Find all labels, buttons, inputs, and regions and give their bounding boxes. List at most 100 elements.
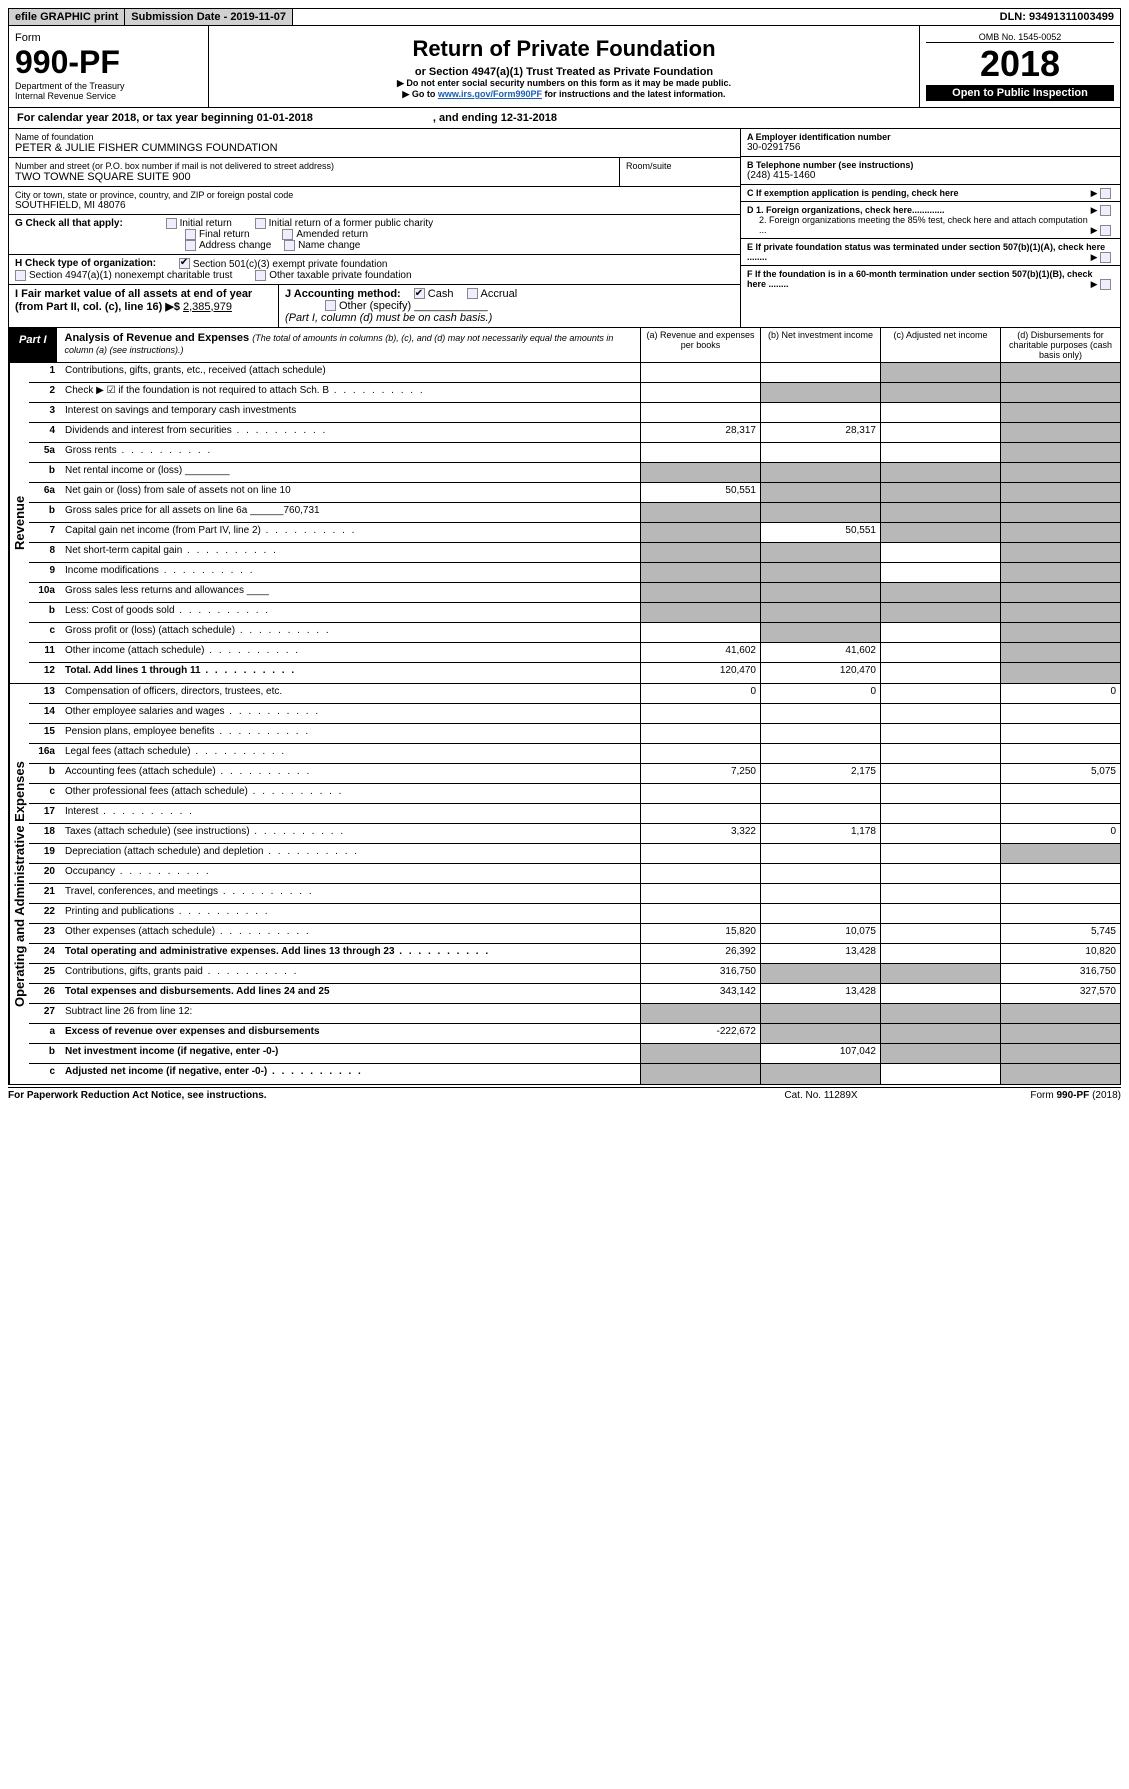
- line-desc: Net short-term capital gain: [61, 543, 640, 562]
- amt-c: [880, 704, 1000, 723]
- cb-name[interactable]: [284, 240, 295, 251]
- line-desc: Taxes (attach schedule) (see instruction…: [61, 824, 640, 843]
- amt-b: [760, 704, 880, 723]
- line-desc: Gross rents: [61, 443, 640, 462]
- line-b: bNet investment income (if negative, ent…: [29, 1044, 1120, 1064]
- line-desc: Interest on savings and temporary cash i…: [61, 403, 640, 422]
- amt-b: [760, 383, 880, 402]
- revenue-grid: Revenue 1Contributions, gifts, grants, e…: [8, 363, 1121, 684]
- cb-other-method[interactable]: [325, 300, 336, 311]
- line-18: 18Taxes (attach schedule) (see instructi…: [29, 824, 1120, 844]
- amt-c: [880, 864, 1000, 883]
- revenue-side-label: Revenue: [9, 363, 29, 683]
- amt-b: [760, 724, 880, 743]
- cb-d1[interactable]: [1100, 205, 1111, 216]
- calendar-year-row: For calendar year 2018, or tax year begi…: [8, 108, 1121, 129]
- amt-b: [760, 1064, 880, 1084]
- amt-b: [760, 964, 880, 983]
- line-desc: Total. Add lines 1 through 11: [61, 663, 640, 683]
- amt-b: [760, 844, 880, 863]
- part1-tag: Part I: [9, 328, 57, 362]
- line-number: 27: [29, 1004, 61, 1023]
- line-10a: 10aGross sales less returns and allowanc…: [29, 583, 1120, 603]
- amt-d: [1000, 1004, 1120, 1023]
- j-label: J Accounting method:: [285, 288, 401, 300]
- amt-d: [1000, 884, 1120, 903]
- amt-d: 10,820: [1000, 944, 1120, 963]
- line-a: aExcess of revenue over expenses and dis…: [29, 1024, 1120, 1044]
- amt-c: [880, 844, 1000, 863]
- line-number: c: [29, 784, 61, 803]
- amt-c: [880, 523, 1000, 542]
- addr-label: Number and street (or P.O. box number if…: [15, 161, 613, 171]
- cb-other-taxable[interactable]: [255, 270, 266, 281]
- amt-d: [1000, 503, 1120, 522]
- cb-address[interactable]: [185, 240, 196, 251]
- line-6a: 6aNet gain or (loss) from sale of assets…: [29, 483, 1120, 503]
- cb-501c3[interactable]: [179, 258, 190, 269]
- efile-button[interactable]: efile GRAPHIC print: [9, 9, 125, 25]
- cb-accrual[interactable]: [467, 288, 478, 299]
- amt-c: [880, 904, 1000, 923]
- city-label: City or town, state or province, country…: [15, 190, 734, 200]
- omb: OMB No. 1545-0052: [926, 32, 1114, 43]
- tax-year: 2018: [926, 43, 1114, 85]
- amt-a: [640, 443, 760, 462]
- amt-d: 0: [1000, 824, 1120, 843]
- line-number: 7: [29, 523, 61, 542]
- line-desc: Adjusted net income (if negative, enter …: [61, 1064, 640, 1084]
- amt-d: [1000, 523, 1120, 542]
- line-desc: Travel, conferences, and meetings: [61, 884, 640, 903]
- amt-d: 316,750: [1000, 964, 1120, 983]
- amt-a: [640, 724, 760, 743]
- cb-amended[interactable]: [282, 229, 293, 240]
- amt-a: 3,322: [640, 824, 760, 843]
- amt-c: [880, 663, 1000, 683]
- line-desc: Capital gain net income (from Part IV, l…: [61, 523, 640, 542]
- line-22: 22Printing and publications: [29, 904, 1120, 924]
- amt-a: 26,392: [640, 944, 760, 963]
- line-desc: Subtract line 26 from line 12:: [61, 1004, 640, 1023]
- cb-initial[interactable]: [166, 218, 177, 229]
- amt-d: [1000, 463, 1120, 482]
- cb-e[interactable]: [1100, 252, 1111, 263]
- cb-4947[interactable]: [15, 270, 26, 281]
- line-desc: Other employee salaries and wages: [61, 704, 640, 723]
- amt-a: [640, 864, 760, 883]
- amt-c: [880, 804, 1000, 823]
- amt-a: [640, 884, 760, 903]
- line-number: 13: [29, 684, 61, 703]
- amt-c: [880, 724, 1000, 743]
- amt-a: [640, 363, 760, 382]
- line-number: b: [29, 463, 61, 482]
- cb-final[interactable]: [185, 229, 196, 240]
- col-b-hdr: (b) Net investment income: [760, 328, 880, 362]
- amt-d: [1000, 1044, 1120, 1063]
- line-5a: 5aGross rents: [29, 443, 1120, 463]
- line-desc: Check ▶ ☑ if the foundation is not requi…: [61, 383, 640, 402]
- amt-b: 13,428: [760, 944, 880, 963]
- cb-initial-former[interactable]: [255, 218, 266, 229]
- amt-a: [640, 904, 760, 923]
- amt-c: [880, 463, 1000, 482]
- amt-b: [760, 864, 880, 883]
- amt-b: 107,042: [760, 1044, 880, 1063]
- cb-d2[interactable]: [1100, 225, 1111, 236]
- line-b: bGross sales price for all assets on lin…: [29, 503, 1120, 523]
- amt-b: 13,428: [760, 984, 880, 1003]
- cb-c[interactable]: [1100, 188, 1111, 199]
- name-label: Name of foundation: [15, 132, 734, 142]
- irs-link[interactable]: www.irs.gov/Form990PF: [438, 89, 542, 99]
- line-17: 17Interest: [29, 804, 1120, 824]
- inspection-band: Open to Public Inspection: [926, 85, 1114, 101]
- cb-cash[interactable]: [414, 288, 425, 299]
- amt-d: [1000, 443, 1120, 462]
- cb-f[interactable]: [1100, 279, 1111, 290]
- amt-c: [880, 403, 1000, 422]
- phone-label: B Telephone number (see instructions): [747, 160, 1114, 170]
- line-number: 14: [29, 704, 61, 723]
- amt-a: 15,820: [640, 924, 760, 943]
- line-number: 18: [29, 824, 61, 843]
- line-desc: Dividends and interest from securities: [61, 423, 640, 442]
- amt-b: 28,317: [760, 423, 880, 442]
